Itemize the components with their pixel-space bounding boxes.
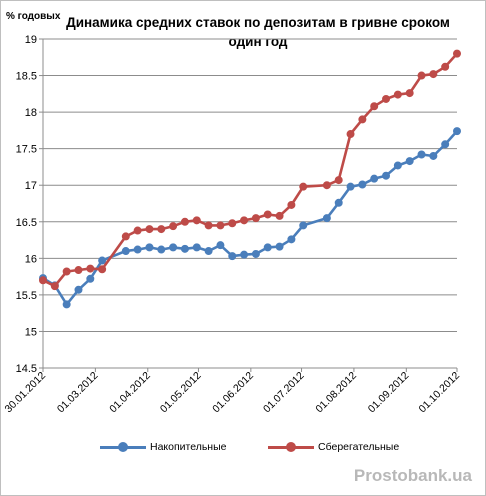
data-point [169, 222, 178, 231]
legend-swatch-0 [100, 441, 146, 453]
x-tick-label: 01.10.2012 [416, 370, 462, 416]
data-point [441, 140, 450, 149]
x-tick-label: 01.08.2012 [313, 370, 359, 416]
data-point [382, 171, 391, 180]
y-tick-label: 18 [25, 107, 37, 119]
x-tick-label: 01.07.2012 [261, 370, 307, 416]
legend: Накопительные Сберегательные [100, 441, 430, 457]
data-point [382, 94, 391, 103]
legend-label-1: Сберегательные [318, 441, 400, 453]
data-point [240, 250, 249, 259]
y-axis-label: % годовых [6, 11, 61, 22]
data-point [86, 274, 95, 283]
legend-label-0: Накопительные [150, 441, 227, 453]
y-tick-label: 18.5 [16, 71, 37, 83]
data-point [145, 243, 154, 252]
y-tick-label: 19 [25, 34, 37, 46]
data-point [251, 214, 260, 223]
data-point [263, 243, 272, 252]
data-point [169, 243, 178, 252]
data-point [50, 282, 59, 291]
data-point [228, 219, 237, 228]
data-point [322, 181, 331, 190]
data-point [98, 265, 107, 274]
data-point [157, 245, 166, 254]
data-point [216, 221, 225, 230]
data-point [228, 252, 237, 261]
data-point [405, 89, 414, 98]
series-line-0 [42, 130, 458, 306]
data-point [417, 150, 426, 159]
data-point [86, 264, 95, 273]
data-point [358, 115, 367, 124]
data-point [98, 256, 107, 265]
data-point [192, 216, 201, 225]
data-point [275, 211, 284, 220]
data-point [452, 49, 461, 58]
data-point [452, 127, 461, 136]
watermark: Prostobank.ua [353, 466, 472, 485]
data-point [393, 90, 402, 99]
legend-item-1: Сберегательные [268, 441, 399, 453]
data-point [299, 182, 308, 191]
data-point [180, 217, 189, 226]
data-point [370, 102, 379, 111]
data-point [121, 247, 130, 256]
data-point [121, 232, 130, 241]
data-point [74, 285, 83, 294]
data-point [192, 243, 201, 252]
data-point [287, 235, 296, 244]
data-point [133, 245, 142, 254]
data-point [441, 62, 450, 71]
data-point [145, 225, 154, 234]
data-point [334, 198, 343, 207]
y-tick-label: 14.5 [16, 363, 37, 375]
y-tick-label: 15.5 [16, 290, 37, 302]
y-tick-label: 17.5 [16, 144, 37, 156]
data-point [429, 70, 438, 79]
chart-title: Динамика средних ставок по депозитам в г… [66, 15, 450, 49]
x-tick-label: 01.06.2012 [210, 370, 256, 416]
y-tick-label: 16 [25, 253, 37, 265]
data-point [204, 247, 213, 256]
x-tick-label: 01.09.2012 [366, 370, 412, 416]
data-point [346, 130, 355, 139]
x-tick-label: 30.01.2012 [2, 370, 48, 416]
data-point [322, 214, 331, 223]
data-point [275, 242, 284, 251]
data-point [417, 71, 426, 80]
data-point [334, 176, 343, 185]
x-tick-label: 01.03.2012 [55, 370, 101, 416]
data-point [240, 216, 249, 225]
x-tick-label: 01.05.2012 [158, 370, 204, 416]
data-point [299, 221, 308, 230]
x-tick-label: 01.04.2012 [107, 370, 153, 416]
data-point [62, 300, 71, 309]
data-point [62, 267, 71, 276]
data-point [133, 226, 142, 235]
data-point [39, 276, 48, 285]
data-point [180, 244, 189, 253]
y-tick-label: 15 [25, 326, 37, 338]
data-point [405, 157, 414, 166]
y-tick-label: 17 [25, 180, 37, 192]
data-point [204, 221, 213, 230]
series-line-1 [42, 52, 458, 288]
data-point [251, 249, 260, 258]
data-point [263, 210, 272, 219]
data-point [429, 151, 438, 160]
data-point [157, 225, 166, 234]
data-point [370, 174, 379, 183]
data-point [346, 182, 355, 191]
data-point [358, 180, 367, 189]
data-point [287, 200, 296, 209]
data-point [216, 241, 225, 250]
legend-swatch-1 [268, 441, 314, 453]
data-point [74, 266, 83, 275]
legend-item-0: Накопительные [100, 441, 227, 453]
y-tick-label: 16.5 [16, 217, 37, 229]
data-point [393, 161, 402, 170]
